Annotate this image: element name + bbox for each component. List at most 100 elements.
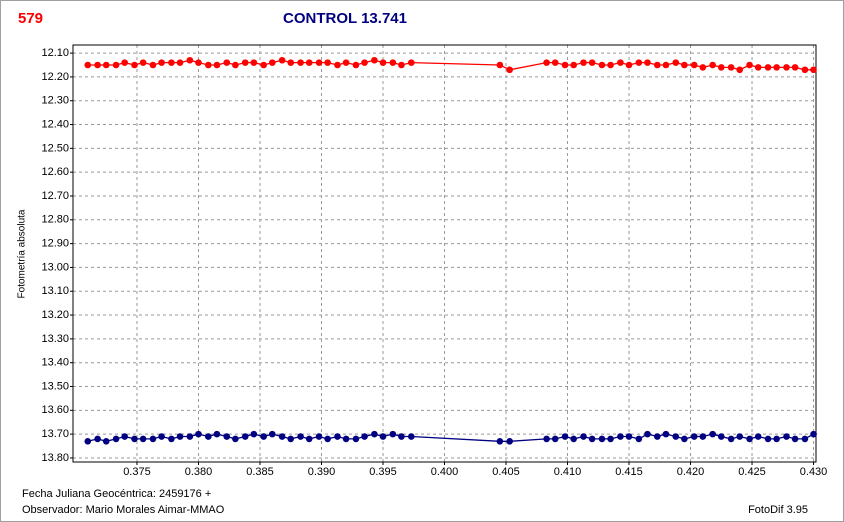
data-point bbox=[727, 435, 735, 443]
y-axis-label: Fotometría absoluta bbox=[17, 209, 28, 298]
data-point bbox=[506, 66, 513, 74]
x-tick-label: 0.390 bbox=[308, 466, 336, 478]
data-point bbox=[407, 59, 415, 66]
data-point bbox=[315, 59, 323, 66]
data-point bbox=[324, 435, 331, 443]
data-point bbox=[268, 430, 276, 438]
data-point bbox=[223, 59, 231, 66]
data-point bbox=[561, 433, 569, 440]
y-tick-label: 12.80 bbox=[41, 214, 69, 226]
data-point bbox=[241, 59, 249, 66]
data-point bbox=[791, 64, 799, 71]
data-point bbox=[287, 435, 295, 443]
data-point bbox=[305, 59, 313, 66]
data-point bbox=[607, 435, 614, 443]
data-point bbox=[773, 64, 780, 71]
x-axis-label: Fecha Juliana Geocéntrica: 2459176 + bbox=[22, 488, 211, 500]
y-tick-label: 13.20 bbox=[41, 309, 69, 321]
data-point bbox=[250, 430, 258, 438]
y-tick-label: 12.20 bbox=[41, 71, 69, 83]
data-point bbox=[250, 59, 258, 66]
y-tick-label: 12.40 bbox=[41, 118, 69, 130]
data-point bbox=[213, 61, 221, 69]
data-point bbox=[783, 433, 790, 440]
data-point bbox=[635, 435, 643, 443]
x-tick-label: 0.430 bbox=[800, 466, 828, 478]
data-point bbox=[764, 435, 772, 443]
data-point bbox=[717, 64, 725, 71]
data-point bbox=[746, 435, 753, 443]
data-point bbox=[617, 433, 624, 440]
data-point bbox=[635, 59, 643, 66]
data-point bbox=[342, 435, 350, 443]
data-point bbox=[791, 435, 799, 443]
data-point bbox=[754, 433, 762, 440]
data-point bbox=[398, 433, 405, 440]
data-point bbox=[607, 61, 614, 69]
data-point bbox=[176, 59, 184, 66]
data-point bbox=[84, 437, 92, 445]
data-point bbox=[773, 435, 780, 443]
data-point bbox=[709, 61, 716, 69]
data-point bbox=[681, 435, 688, 443]
y-tick-label: 12.90 bbox=[41, 238, 69, 250]
data-point bbox=[139, 59, 147, 66]
y-tick-label: 13.30 bbox=[41, 333, 69, 345]
data-point bbox=[352, 435, 360, 443]
y-tick-label: 13.00 bbox=[41, 261, 69, 273]
data-point bbox=[176, 433, 184, 440]
data-point bbox=[801, 66, 809, 74]
data-point bbox=[672, 433, 680, 440]
data-point bbox=[810, 66, 817, 74]
data-point bbox=[168, 59, 175, 66]
data-point bbox=[379, 433, 387, 440]
data-point bbox=[371, 56, 378, 64]
data-point bbox=[213, 430, 221, 438]
data-point bbox=[727, 64, 735, 71]
data-point bbox=[278, 433, 286, 440]
data-point bbox=[149, 435, 157, 443]
data-point bbox=[496, 61, 504, 69]
data-point bbox=[580, 433, 587, 440]
data-point bbox=[644, 430, 651, 438]
y-tick-label: 13.10 bbox=[41, 285, 69, 297]
plot-area bbox=[72, 44, 817, 463]
data-point bbox=[361, 59, 368, 66]
data-point bbox=[570, 61, 577, 69]
data-point bbox=[102, 437, 110, 445]
data-point bbox=[746, 61, 753, 69]
data-point bbox=[654, 61, 661, 69]
data-point bbox=[598, 435, 606, 443]
data-point bbox=[561, 61, 569, 69]
data-point bbox=[389, 430, 397, 438]
data-point bbox=[625, 433, 633, 440]
data-point bbox=[168, 435, 175, 443]
data-point bbox=[717, 433, 725, 440]
data-point bbox=[588, 435, 596, 443]
data-point bbox=[662, 430, 670, 438]
y-tick-label: 13.50 bbox=[41, 380, 69, 392]
data-point bbox=[654, 433, 661, 440]
chart-title: CONTROL 13.741 bbox=[283, 10, 407, 27]
data-point bbox=[278, 56, 286, 64]
data-point bbox=[287, 59, 295, 66]
x-tick-label: 0.420 bbox=[677, 466, 705, 478]
y-tick-label: 12.50 bbox=[41, 142, 69, 154]
data-point bbox=[810, 430, 817, 438]
data-point bbox=[223, 433, 231, 440]
x-tick-label: 0.400 bbox=[431, 466, 459, 478]
data-point bbox=[543, 435, 550, 443]
y-tick-label: 12.70 bbox=[41, 190, 69, 202]
y-tick-label: 13.70 bbox=[41, 428, 69, 440]
data-point bbox=[617, 59, 624, 66]
data-point bbox=[352, 61, 360, 69]
data-point bbox=[324, 59, 331, 66]
x-tick-label: 0.425 bbox=[738, 466, 766, 478]
data-point bbox=[195, 430, 202, 438]
data-point bbox=[232, 61, 239, 69]
data-point bbox=[305, 435, 313, 443]
data-point bbox=[754, 64, 762, 71]
data-point bbox=[389, 59, 397, 66]
data-point bbox=[543, 59, 550, 66]
